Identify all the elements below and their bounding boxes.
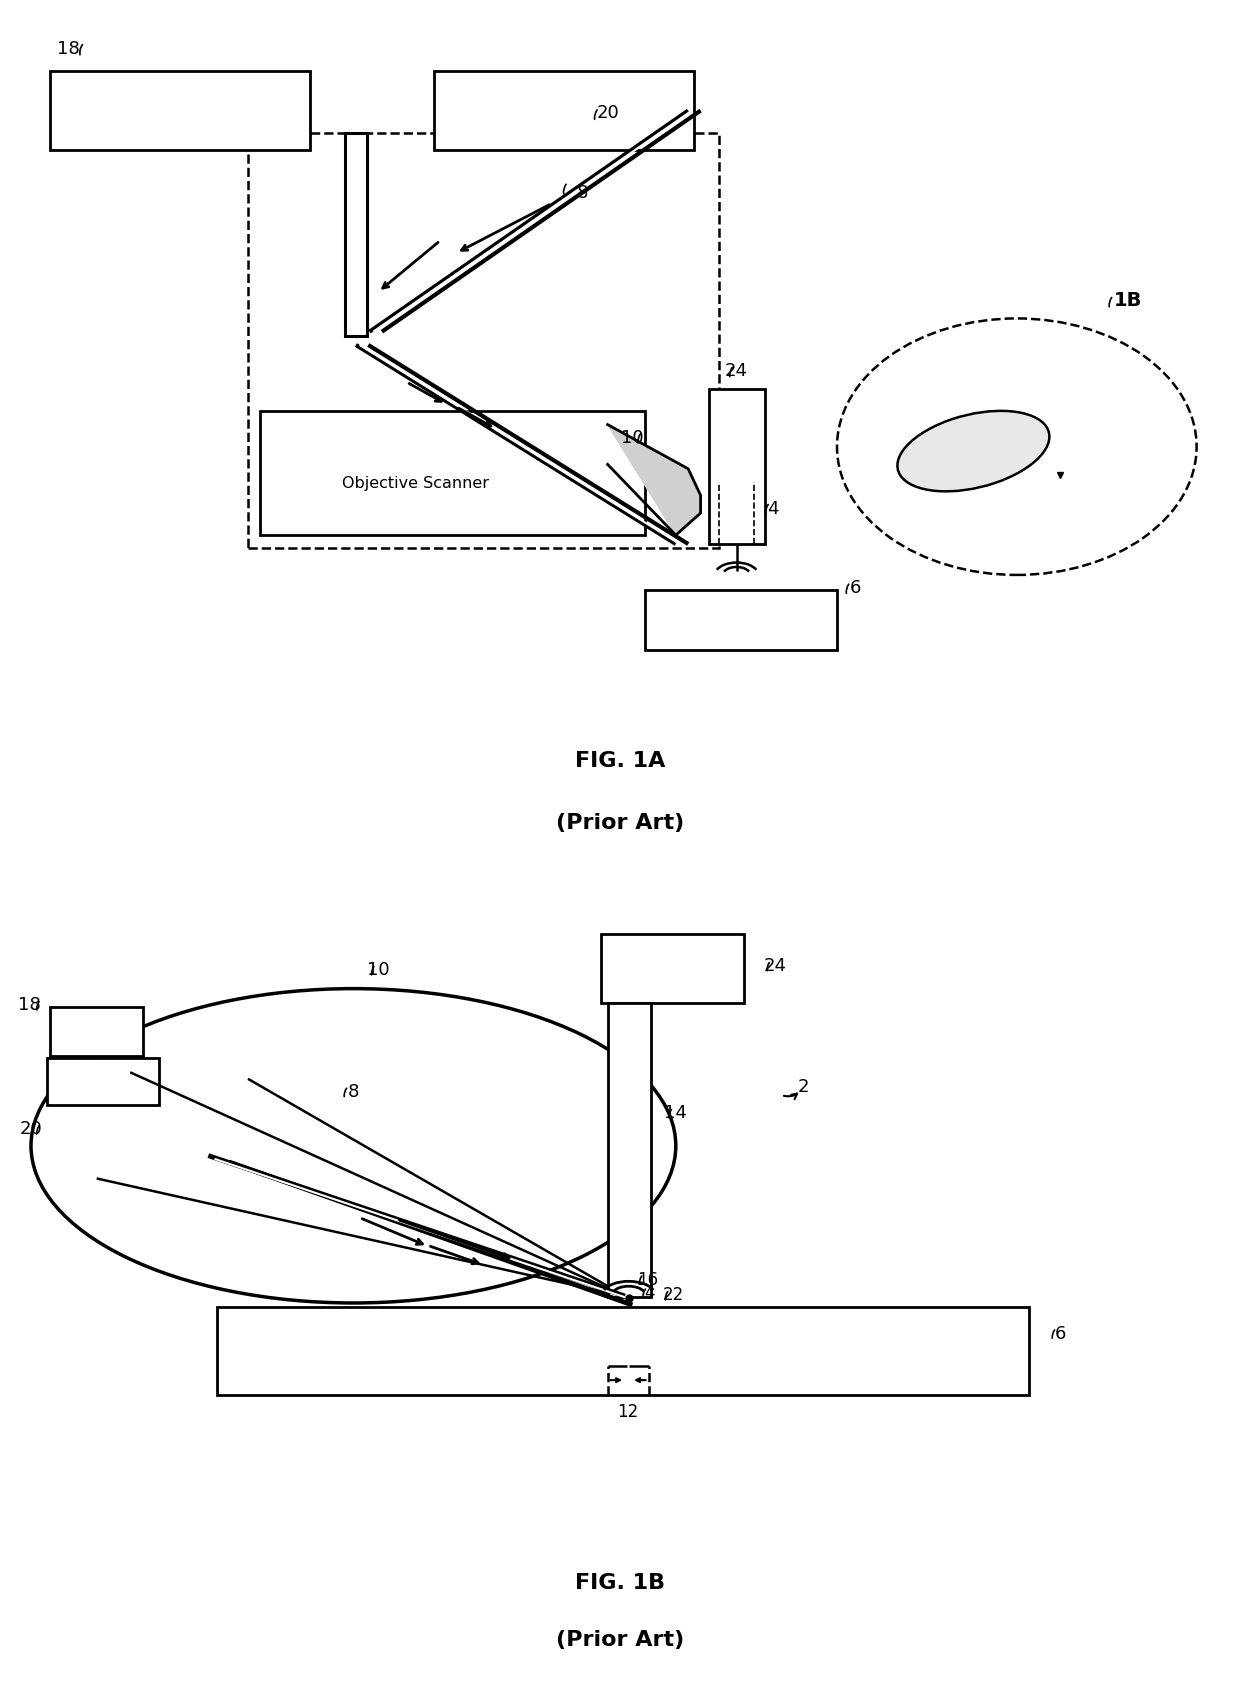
Text: Objective Scanner: Objective Scanner: [342, 476, 489, 492]
Text: 24: 24: [764, 958, 786, 975]
Text: 12: 12: [616, 1403, 639, 1420]
Bar: [998, 480, 1116, 505]
Bar: [709, 390, 765, 544]
Text: 4: 4: [766, 500, 779, 517]
Text: FIG. 1A: FIG. 1A: [575, 750, 665, 771]
Text: 8: 8: [577, 184, 589, 202]
Text: 10: 10: [621, 429, 644, 447]
Bar: [434, 71, 694, 150]
Text: 18: 18: [57, 39, 79, 58]
Text: 2: 2: [797, 1078, 810, 1095]
Text: 14: 14: [665, 1104, 687, 1123]
Bar: [50, 1007, 143, 1056]
Text: 6: 6: [849, 580, 862, 597]
Circle shape: [837, 318, 1197, 575]
Bar: [47, 1058, 159, 1106]
Bar: [260, 412, 645, 536]
Text: 18: 18: [19, 997, 41, 1014]
Text: 4: 4: [645, 1284, 655, 1301]
Text: 24: 24: [725, 362, 748, 381]
Text: (Prior Art): (Prior Art): [556, 1630, 684, 1650]
Bar: [601, 934, 744, 1004]
Text: 6: 6: [1054, 1325, 1066, 1342]
Polygon shape: [608, 425, 701, 536]
Bar: [645, 590, 837, 650]
Bar: [217, 1306, 1029, 1395]
Bar: [608, 1004, 651, 1296]
Text: 16: 16: [636, 1271, 658, 1289]
Bar: [345, 133, 367, 337]
Ellipse shape: [898, 412, 1049, 492]
Text: 1B: 1B: [1115, 291, 1142, 310]
Text: (Prior Art): (Prior Art): [556, 813, 684, 832]
Text: 8: 8: [347, 1084, 360, 1101]
Text: FIG. 1B: FIG. 1B: [575, 1573, 665, 1592]
Text: 20: 20: [596, 104, 619, 122]
Bar: [50, 71, 310, 150]
Text: 22: 22: [662, 1286, 684, 1305]
Ellipse shape: [31, 988, 676, 1303]
Bar: [248, 133, 719, 548]
Text: 10: 10: [367, 961, 389, 980]
Text: 20: 20: [20, 1121, 42, 1138]
